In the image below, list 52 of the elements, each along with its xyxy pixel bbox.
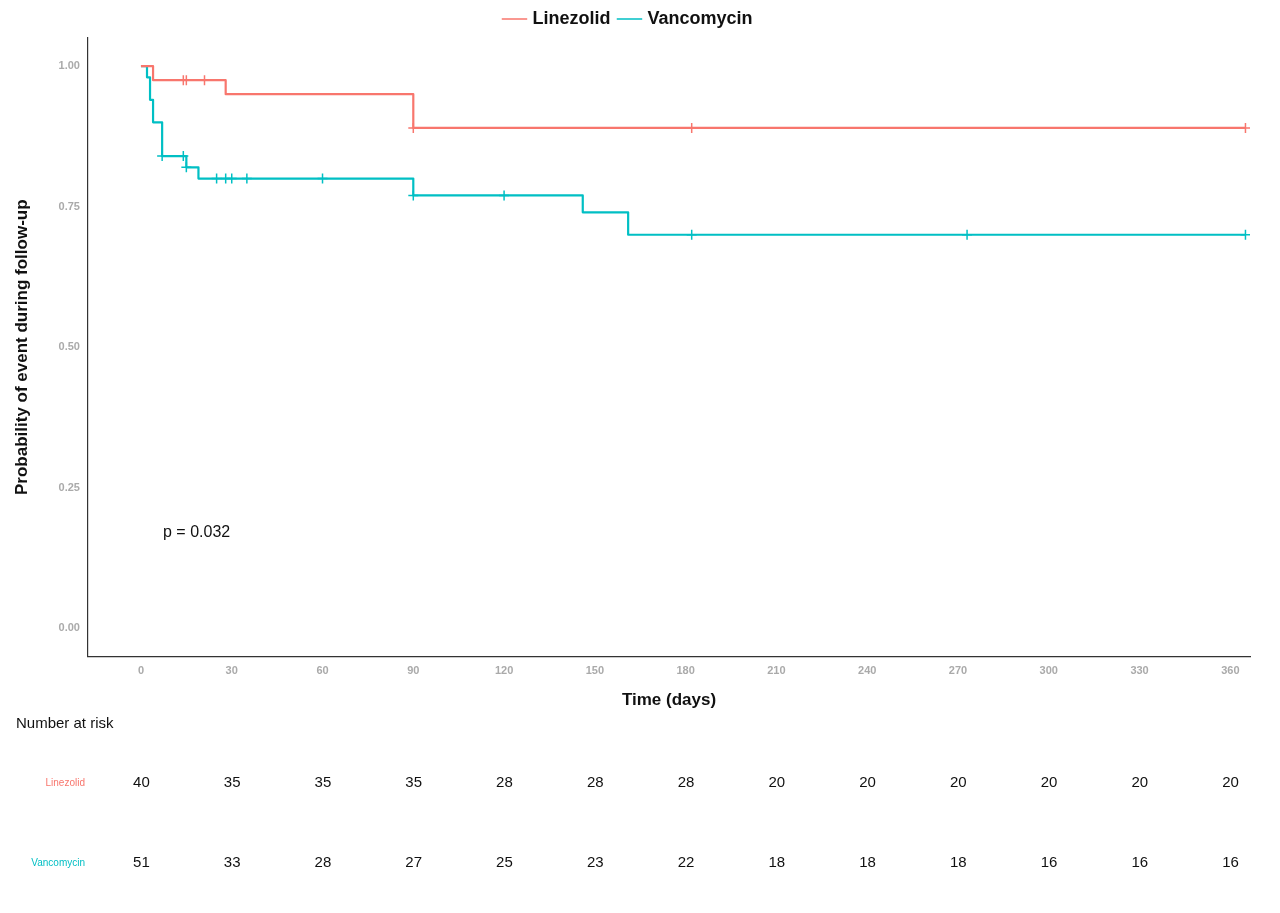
text: 18 <box>859 853 876 871</box>
y-tick-label: 0.75 <box>58 199 80 212</box>
text: 22 <box>677 853 695 871</box>
text: 27 <box>405 853 423 871</box>
text: 20 <box>1222 773 1239 791</box>
text: 33 <box>223 853 241 871</box>
legend-label: Vancomycin <box>647 7 753 28</box>
x-tick-label: 180 <box>676 664 695 677</box>
text: 35 <box>405 773 423 791</box>
text: 40 <box>133 773 150 791</box>
y-tick-label: 1.00 <box>58 59 80 72</box>
x-tick-label: 300 <box>1039 664 1058 677</box>
annotation: p = 0.032 <box>163 523 231 541</box>
x-axis-title: Time (days) <box>621 690 717 710</box>
y-tick-label: 0.25 <box>58 480 80 493</box>
x-tick-label: 90 <box>407 664 420 677</box>
text: 35 <box>223 773 241 791</box>
text: Linezolid <box>45 776 85 788</box>
text: 28 <box>314 853 332 871</box>
text: 35 <box>314 773 332 791</box>
text: 23 <box>586 853 604 871</box>
y-tick-label: 0.00 <box>58 621 80 634</box>
text: 16 <box>1040 853 1058 871</box>
y-axis-title: Probability of event during follow-up <box>11 199 31 495</box>
y-tick-label: 0.50 <box>58 340 80 353</box>
x-tick-label: 0 <box>137 664 145 677</box>
x-tick-label: 330 <box>1130 664 1149 677</box>
x-tick-label: 360 <box>1221 664 1240 677</box>
text: 16 <box>1222 853 1239 871</box>
text: 20 <box>949 773 967 791</box>
x-tick-label: 150 <box>585 664 605 677</box>
text: 20 <box>1040 773 1058 791</box>
x-tick-label: 240 <box>858 664 877 677</box>
x-tick-label: 210 <box>767 664 786 677</box>
text: 20 <box>859 773 876 791</box>
text: 28 <box>496 773 513 791</box>
text: 20 <box>1131 773 1149 791</box>
x-tick-label: 60 <box>316 664 329 677</box>
text: 20 <box>768 773 786 791</box>
x-tick-label: 120 <box>494 664 514 677</box>
legend-label: Linezolid <box>532 7 611 28</box>
text: 25 <box>496 853 513 871</box>
text: Vancomycin <box>31 856 85 868</box>
text: 28 <box>677 773 695 791</box>
x-tick-label: 30 <box>225 664 238 677</box>
x-tick-label: 270 <box>948 664 968 677</box>
text: Number at risk <box>16 714 115 732</box>
text: 28 <box>586 773 604 791</box>
text: 16 <box>1131 853 1149 871</box>
text: 18 <box>768 853 786 871</box>
text: 51 <box>133 853 150 871</box>
text: 18 <box>949 853 967 871</box>
